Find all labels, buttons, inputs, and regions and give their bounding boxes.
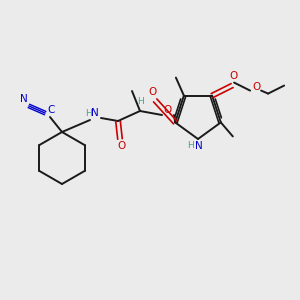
Text: O: O <box>164 105 172 115</box>
Text: H: H <box>138 98 144 106</box>
Text: O: O <box>148 87 156 98</box>
Text: C: C <box>47 105 55 115</box>
Text: O: O <box>229 70 237 81</box>
Text: N: N <box>20 94 28 104</box>
Text: N: N <box>91 108 99 118</box>
Text: O: O <box>117 141 125 151</box>
Text: H: H <box>187 142 194 151</box>
Text: H: H <box>85 109 92 118</box>
Text: O: O <box>252 82 260 92</box>
Text: N: N <box>195 141 203 151</box>
